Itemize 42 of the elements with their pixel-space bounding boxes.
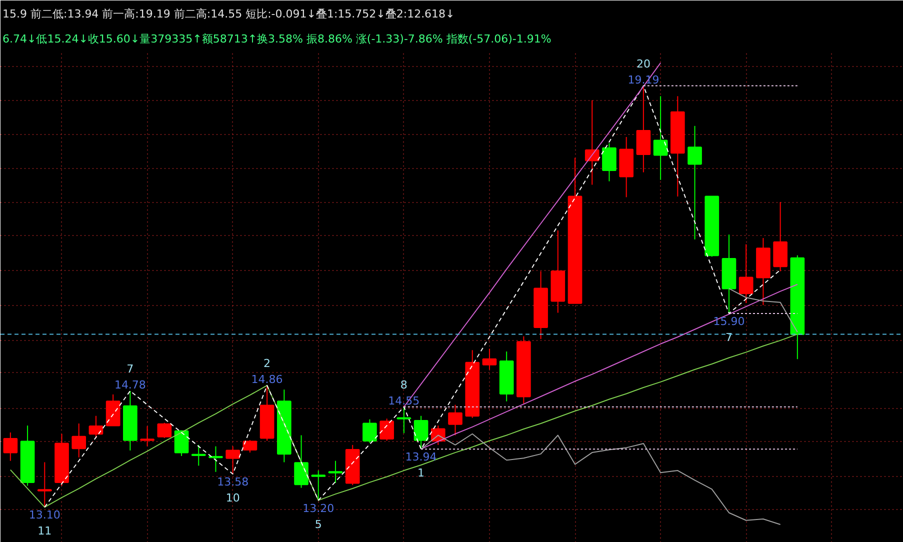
- annotation: 7: [126, 362, 134, 376]
- annotation: 20: [636, 57, 650, 70]
- candlestick: [396, 406, 412, 434]
- candlestick: [294, 434, 308, 488]
- annotation: 13.94: [405, 450, 437, 464]
- candlestick: [653, 96, 668, 180]
- candlestick: [448, 404, 462, 436]
- annotation: 13.58: [217, 475, 249, 488]
- candlestick: [157, 422, 172, 439]
- annotation: 14.86: [251, 372, 283, 386]
- candlestick: [226, 446, 240, 474]
- annotation: 13.10: [28, 508, 60, 522]
- candlestick: [414, 415, 428, 450]
- candlestick: [738, 244, 754, 304]
- candlestick: [3, 432, 18, 462]
- candlestick: [72, 422, 86, 458]
- candlestick: [311, 470, 326, 501]
- text: 15.9 前二低:13.94 前一高:19.19 前二高:14.55 短比:-0.091↓叠1:15.752↓叠2:12.618↓: [2, 8, 455, 20]
- candlestick: [208, 446, 223, 472]
- annotation: 14.78: [114, 378, 146, 392]
- annotation: 13.20: [302, 502, 334, 515]
- candlestick: [636, 85, 651, 173]
- candlestick: [88, 415, 104, 439]
- annotation: 2: [264, 356, 271, 370]
- candlestick: [37, 462, 52, 508]
- annotation: 11: [38, 524, 52, 538]
- candlestick: [688, 125, 702, 240]
- candlestick: [584, 100, 600, 186]
- candlestick: [602, 142, 616, 182]
- annotation: 1: [418, 466, 425, 480]
- candlestick: [242, 440, 258, 454]
- annotation: 5: [314, 518, 322, 531]
- annotation: 15.90: [713, 314, 745, 328]
- candlestick: [140, 426, 154, 447]
- candlestick: [362, 418, 377, 444]
- annotation: 10: [226, 491, 240, 504]
- annotation: 8: [400, 378, 408, 392]
- candlestick: [380, 418, 394, 442]
- candlestick: [482, 348, 497, 370]
- text: 6.74↓低15.24↓收15.60↓量379335↑额58713↑换3.58% 振8.86% 涨(-1.33)-7.86% 指数(-57.06)-1.91%: [2, 32, 552, 46]
- candlestick: [191, 444, 206, 466]
- candlestick: [328, 460, 343, 484]
